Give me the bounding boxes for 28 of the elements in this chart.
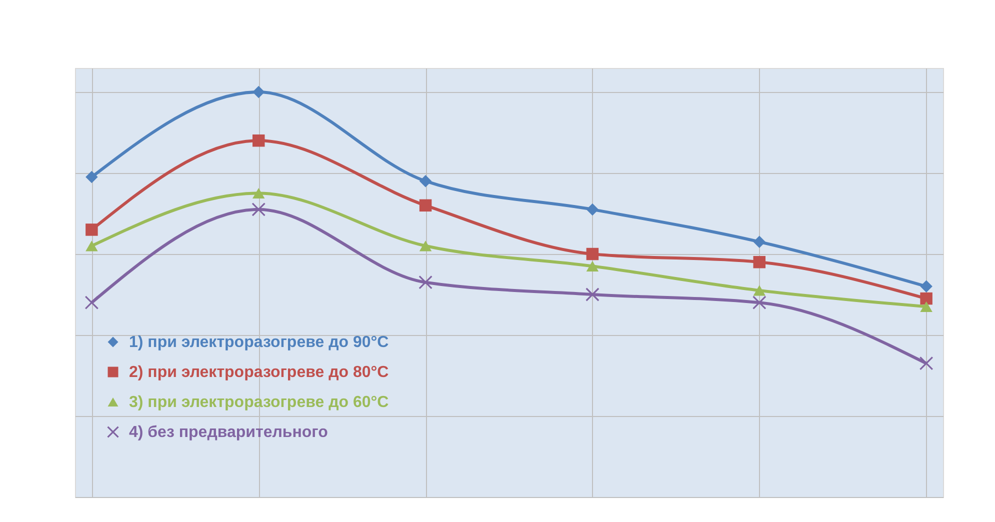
point xyxy=(586,203,599,216)
point xyxy=(252,86,265,98)
point xyxy=(419,240,432,252)
legend-label: 3) при электроразогреве до 60°C xyxy=(129,394,390,411)
point xyxy=(752,296,766,310)
point xyxy=(919,356,934,370)
legend-label: 4) без предварительного xyxy=(129,424,328,441)
point xyxy=(86,240,98,252)
point xyxy=(920,292,932,305)
point xyxy=(252,202,266,216)
point xyxy=(252,188,265,199)
point xyxy=(753,256,766,268)
point xyxy=(753,285,766,296)
point xyxy=(252,134,265,147)
point xyxy=(86,224,98,236)
legend-label: 2) при электроразогреве до 80°C xyxy=(129,364,390,381)
point xyxy=(753,236,766,248)
point xyxy=(419,199,432,212)
point xyxy=(920,280,932,293)
point xyxy=(419,174,432,188)
point xyxy=(586,248,599,260)
point xyxy=(86,170,98,184)
legend-label: 1) при электроразогреве до 90°C xyxy=(129,334,390,351)
point xyxy=(586,260,599,272)
point xyxy=(920,301,932,312)
point xyxy=(418,275,432,290)
point xyxy=(586,288,600,302)
point xyxy=(84,296,99,310)
